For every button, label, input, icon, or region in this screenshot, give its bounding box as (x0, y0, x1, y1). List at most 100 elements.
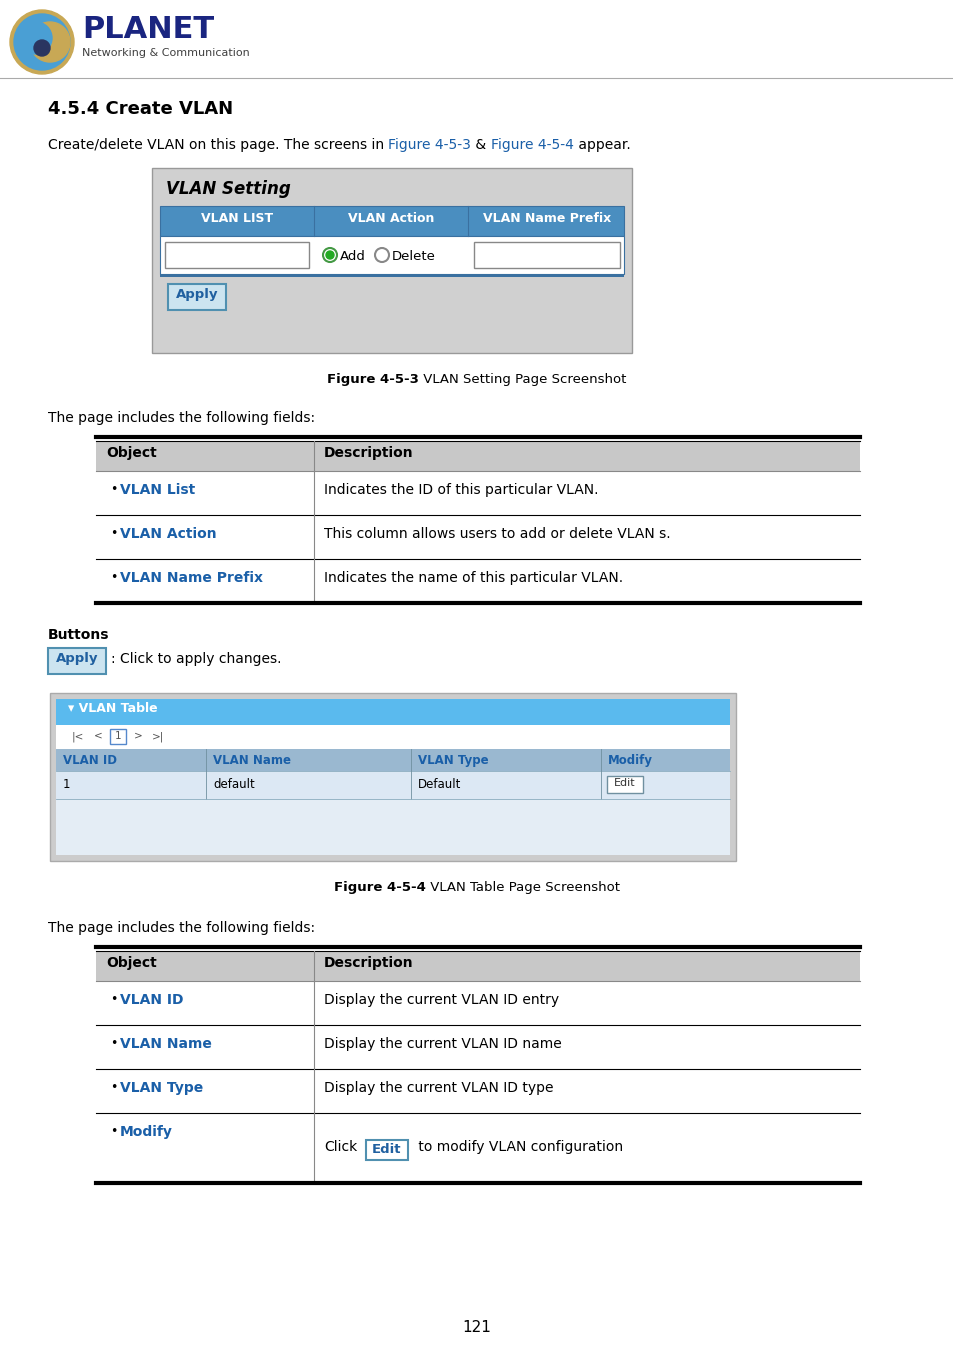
Text: Edit: Edit (372, 1143, 401, 1156)
Circle shape (14, 14, 70, 70)
Circle shape (10, 9, 74, 74)
Text: appear.: appear. (573, 138, 630, 153)
Text: Indicates the ID of this particular VLAN.: Indicates the ID of this particular VLAN… (324, 483, 598, 497)
Bar (96, 514, 859, 559)
Text: VLAN Name: VLAN Name (120, 1037, 212, 1052)
Text: ▾ VLAN Table: ▾ VLAN Table (68, 702, 157, 716)
Circle shape (375, 248, 389, 262)
Text: Create/delete VLAN on this page. The screens in: Create/delete VLAN on this page. The scr… (48, 138, 388, 153)
Text: Modify: Modify (607, 755, 652, 767)
Text: Display the current VLAN ID name: Display the current VLAN ID name (324, 1037, 561, 1052)
Bar (165, 242, 309, 269)
Text: Object: Object (106, 446, 156, 460)
Text: Display the current VLAN ID type: Display the current VLAN ID type (324, 1081, 553, 1095)
Bar (56, 699, 729, 725)
Circle shape (326, 251, 334, 259)
Text: Add: Add (339, 250, 366, 263)
Bar (160, 236, 623, 274)
Text: Delete: Delete (392, 250, 436, 263)
Text: VLAN Action: VLAN Action (120, 526, 216, 541)
Text: VLAN ID: VLAN ID (63, 755, 117, 767)
Bar (56, 725, 729, 749)
Text: Figure 4-5-4: Figure 4-5-4 (491, 138, 573, 153)
Bar (110, 729, 126, 744)
Bar (96, 981, 859, 1025)
Text: 4.5.4 Create VLAN: 4.5.4 Create VLAN (48, 100, 233, 117)
Text: <: < (93, 730, 102, 741)
Text: Indicates the name of this particular VLAN.: Indicates the name of this particular VL… (324, 571, 622, 585)
Circle shape (20, 22, 52, 54)
Text: 121: 121 (462, 1320, 491, 1335)
Bar (56, 699, 729, 855)
Text: •: • (110, 571, 117, 585)
Text: VLAN Type: VLAN Type (417, 755, 488, 767)
Bar (50, 693, 735, 861)
Text: •: • (110, 1125, 117, 1138)
Text: Networking & Communication: Networking & Communication (82, 49, 250, 58)
Text: VLAN Name Prefix: VLAN Name Prefix (120, 571, 263, 585)
Text: VLAN Action: VLAN Action (348, 212, 434, 225)
Text: •: • (110, 526, 117, 540)
Bar (160, 274, 623, 277)
Bar (96, 471, 859, 514)
Circle shape (34, 40, 50, 55)
Text: Modify: Modify (120, 1125, 172, 1139)
Bar (96, 1025, 859, 1069)
Text: This column allows users to add or delete VLAN s.: This column allows users to add or delet… (324, 526, 670, 541)
Bar (56, 771, 729, 799)
Bar (606, 776, 642, 792)
Text: Description: Description (324, 446, 414, 460)
Text: Apply: Apply (175, 288, 218, 301)
Text: Default: Default (417, 778, 461, 791)
Text: •: • (110, 483, 117, 495)
Text: VLAN List: VLAN List (120, 483, 195, 497)
Text: &: & (471, 138, 491, 153)
Text: : Click to apply changes.: : Click to apply changes. (111, 652, 281, 666)
Text: •: • (110, 994, 117, 1006)
Text: |<: |< (71, 730, 84, 741)
Bar (96, 950, 859, 981)
Text: VLAN LIST: VLAN LIST (201, 212, 273, 225)
Text: >|: >| (152, 730, 164, 741)
Bar (160, 207, 623, 236)
Bar (96, 1069, 859, 1112)
Bar (96, 559, 859, 603)
Text: VLAN Setting: VLAN Setting (166, 180, 291, 198)
Text: Object: Object (106, 956, 156, 971)
Text: Display the current VLAN ID entry: Display the current VLAN ID entry (324, 994, 558, 1007)
Text: Figure 4-5-3: Figure 4-5-3 (327, 373, 418, 386)
Text: VLAN ID: VLAN ID (120, 994, 183, 1007)
Text: Buttons: Buttons (48, 628, 110, 643)
Text: >: > (133, 730, 142, 741)
Text: VLAN Type: VLAN Type (120, 1081, 203, 1095)
Bar (96, 1112, 859, 1183)
Text: The page includes the following fields:: The page includes the following fields: (48, 921, 314, 936)
Bar (96, 441, 859, 471)
Bar (48, 648, 106, 674)
Text: default: default (213, 778, 254, 791)
Text: Figure 4-5-3: Figure 4-5-3 (388, 138, 471, 153)
Text: Apply: Apply (55, 652, 98, 666)
Text: 1: 1 (63, 778, 71, 791)
Text: •: • (110, 1037, 117, 1050)
Text: The page includes the following fields:: The page includes the following fields: (48, 410, 314, 425)
Text: to modify VLAN configuration: to modify VLAN configuration (414, 1139, 622, 1154)
Text: 1: 1 (114, 730, 121, 741)
Text: VLAN Name: VLAN Name (213, 755, 291, 767)
Text: VLAN Setting Page Screenshot: VLAN Setting Page Screenshot (418, 373, 626, 386)
Bar (474, 242, 619, 269)
Text: PLANET: PLANET (82, 15, 213, 45)
Text: VLAN Table Page Screenshot: VLAN Table Page Screenshot (425, 882, 619, 894)
Text: Figure 4-5-4: Figure 4-5-4 (334, 882, 425, 894)
Text: Edit: Edit (614, 778, 635, 788)
Text: Click: Click (324, 1139, 356, 1154)
Text: Description: Description (324, 956, 414, 971)
Text: VLAN Name Prefix: VLAN Name Prefix (482, 212, 611, 225)
Bar (366, 1139, 408, 1160)
Bar (168, 284, 226, 310)
Circle shape (30, 22, 70, 62)
Bar (56, 749, 729, 771)
Text: •: • (110, 1081, 117, 1094)
Bar (152, 167, 631, 352)
Circle shape (323, 248, 336, 262)
